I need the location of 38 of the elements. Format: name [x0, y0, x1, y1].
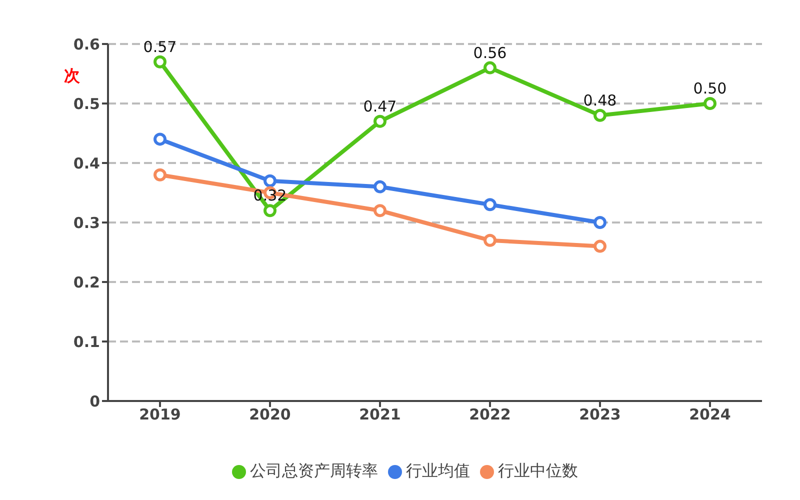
legend-label: 行业均值 [406, 461, 470, 480]
point [154, 55, 166, 68]
y-tick-label: 0.5 [73, 94, 100, 113]
x-tick-label: 2019 [139, 406, 181, 424]
y-tick-label: 0.4 [73, 154, 100, 172]
data-label: 0.57 [143, 38, 177, 56]
data-label: 0.50 [693, 80, 727, 98]
legend-label: 行业中位数 [498, 461, 578, 480]
x-tick-label: 2020 [249, 406, 291, 424]
y-axis-title: 次 [64, 66, 80, 87]
y-tick-label: 0.2 [73, 273, 100, 292]
point [374, 180, 386, 194]
legend-label: 公司总资产周转率 [250, 461, 378, 480]
point [484, 61, 496, 74]
data-label: 0.48 [583, 91, 617, 110]
x-tick-label: 2022 [469, 406, 511, 424]
y-tick-label: 0.1 [73, 332, 100, 351]
x-tick-label: 2021 [359, 406, 401, 424]
point [264, 174, 276, 188]
x-tick-label: 2024 [689, 406, 731, 424]
point [374, 204, 386, 218]
point [154, 132, 166, 146]
data-label: 0.47 [363, 97, 397, 116]
point [484, 198, 496, 212]
point [594, 216, 606, 229]
point [154, 168, 166, 182]
point [264, 204, 276, 218]
point [594, 240, 606, 253]
point [374, 114, 386, 128]
point [484, 234, 496, 247]
y-tick-label: 0.3 [73, 214, 100, 232]
y-tick-label: 0 [90, 392, 100, 410]
data-label: 0.32 [253, 186, 287, 205]
y-tick-label: 0.6 [73, 35, 100, 54]
x-tick-label: 2023 [579, 406, 621, 424]
data-label: 0.56 [473, 44, 507, 62]
point [704, 97, 716, 110]
point [594, 108, 606, 122]
